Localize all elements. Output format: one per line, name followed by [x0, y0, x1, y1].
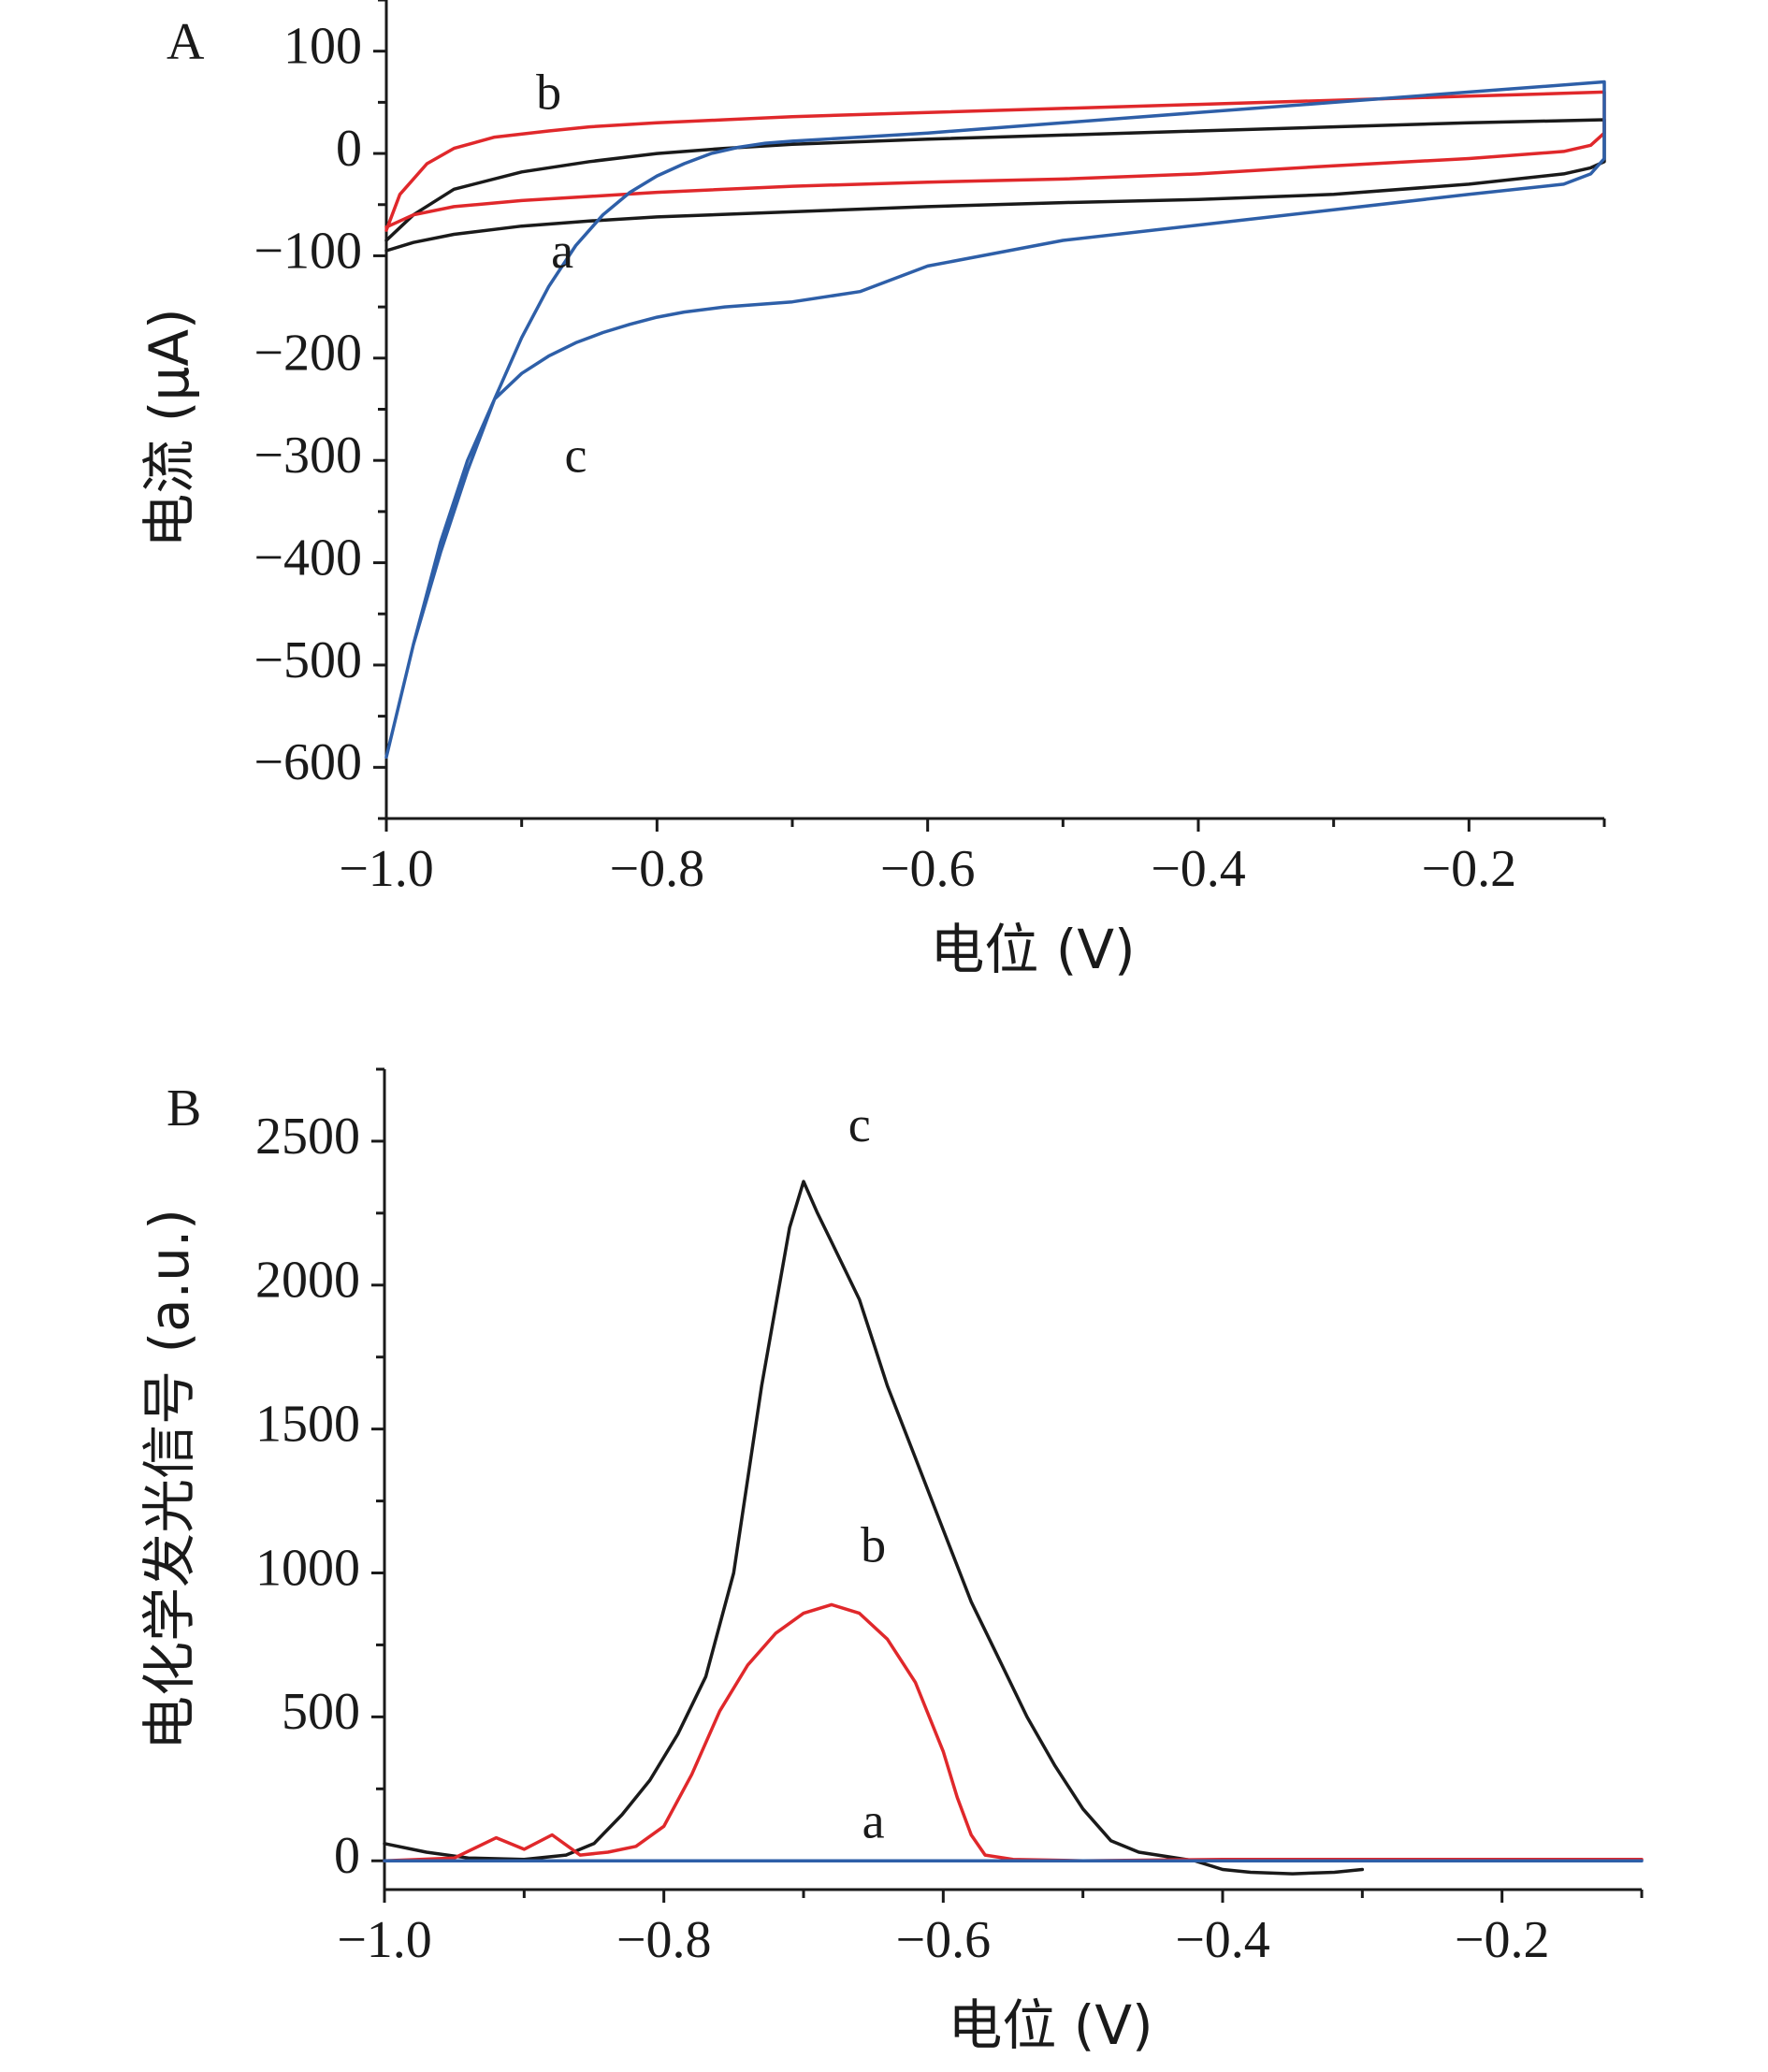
x-tick-label: −0.4: [1175, 1911, 1270, 1969]
series-line-c: [383, 1180, 1365, 1876]
y-tick-label: 1500: [255, 1395, 360, 1453]
y-axis-title: 电流 (μA): [138, 308, 201, 547]
y-tick-label: −100: [254, 222, 362, 280]
y-tick-label: 1000: [255, 1539, 360, 1597]
panel-label: B: [167, 1079, 201, 1137]
curve-label-c: c: [848, 1096, 871, 1152]
y-tick-label: −500: [254, 631, 362, 689]
curve-label-b: b: [861, 1516, 886, 1572]
y-tick-label: 2500: [255, 1108, 360, 1166]
x-tick-label: −0.8: [610, 840, 705, 898]
series-line-c: [384, 80, 1606, 760]
y-tick-label: 100: [283, 18, 362, 76]
x-tick-label: −0.6: [896, 1911, 992, 1969]
x-tick-label: −0.2: [1422, 840, 1517, 898]
y-tick-label: 0: [336, 120, 362, 178]
y-tick-label: 2000: [255, 1252, 360, 1310]
curve-label-a: a: [551, 223, 573, 279]
curve-label-b: b: [536, 64, 561, 120]
curve-label-a: a: [862, 1793, 885, 1849]
x-axis-title: 电位 (V): [930, 918, 1135, 981]
y-tick-label: −400: [254, 529, 362, 587]
y-tick-label: 0: [334, 1827, 360, 1885]
x-tick-label: −0.2: [1455, 1911, 1550, 1969]
x-tick-label: −1.0: [339, 840, 434, 898]
y-tick-label: 500: [282, 1683, 360, 1741]
series-line-a: [384, 118, 1606, 253]
y-tick-label: −200: [254, 325, 362, 383]
panel-b: B −1.0 −0.8 −0.6 −0.4 −0.2 0 500 1000 1500 2000 250…: [138, 1067, 1644, 2057]
y-tick-label: −600: [254, 733, 362, 791]
panel-label: A: [167, 13, 205, 71]
x-tick-label: −0.4: [1151, 840, 1246, 898]
panel-a: A −1.0 −0.8 −0.6 −0.4 −0.2 100 0 −100 −200 −300 −40…: [138, 0, 1606, 981]
x-tick-label: −0.6: [880, 840, 976, 898]
series-line-b: [383, 1602, 1644, 1862]
x-tick-label: −0.8: [616, 1911, 712, 1969]
curve-label-c: c: [565, 427, 587, 484]
y-tick-label: −300: [254, 427, 362, 485]
x-axis-title: 电位 (V): [948, 1993, 1152, 2057]
x-tick-label: −1.0: [337, 1911, 432, 1969]
series-line-b: [384, 90, 1606, 232]
y-axis-title: 电化学发光信号 (a.u.): [138, 1209, 201, 1750]
